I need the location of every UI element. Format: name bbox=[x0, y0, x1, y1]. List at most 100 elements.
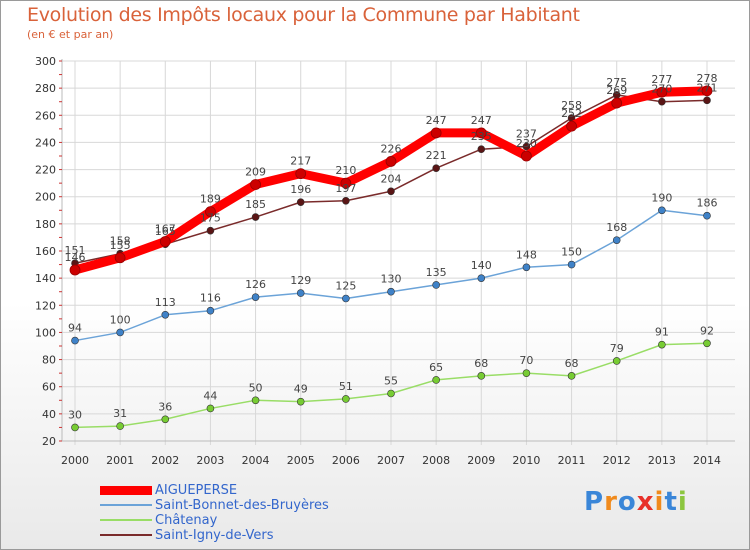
y-tick-label: 60 bbox=[42, 381, 56, 394]
logo-letter: r bbox=[604, 487, 618, 517]
data-point bbox=[703, 339, 711, 348]
y-tick-label: 100 bbox=[35, 326, 56, 339]
data-point bbox=[251, 293, 260, 301]
data-label: 130 bbox=[381, 273, 402, 286]
data-label: 185 bbox=[245, 198, 266, 211]
data-label: 168 bbox=[606, 221, 627, 234]
legend-label-saint-igny: Saint-Igny-de-Vers bbox=[155, 528, 274, 543]
data-label: 50 bbox=[249, 381, 263, 394]
data-label: 55 bbox=[384, 375, 398, 388]
data-point bbox=[296, 397, 305, 406]
data-point bbox=[161, 310, 170, 319]
x-tick-label: 2004 bbox=[242, 454, 270, 467]
data-point bbox=[522, 142, 531, 151]
data-point bbox=[612, 357, 621, 365]
data-point bbox=[522, 263, 531, 272]
data-point bbox=[159, 236, 171, 247]
x-tick-label: 2002 bbox=[151, 454, 179, 467]
y-tick-label: 200 bbox=[35, 191, 56, 204]
data-label: 269 bbox=[606, 84, 627, 97]
data-label: 189 bbox=[200, 193, 221, 206]
data-point bbox=[116, 328, 124, 337]
x-tick-label: 2013 bbox=[648, 454, 676, 467]
legend-swatch-aigueperse bbox=[100, 486, 152, 495]
data-point bbox=[567, 260, 576, 269]
data-point bbox=[658, 97, 666, 106]
data-point bbox=[342, 395, 350, 403]
x-tick-label: 2008 bbox=[422, 454, 450, 467]
data-label: 30 bbox=[68, 408, 82, 421]
data-point bbox=[703, 96, 711, 105]
data-point bbox=[567, 372, 576, 380]
data-point bbox=[342, 294, 350, 303]
legend-label-saint-bonnet: Saint-Bonnet-des-Bruyères bbox=[155, 498, 329, 513]
chart-title: Evolution des Impôts locaux pour la Comm… bbox=[27, 4, 580, 26]
data-label: 217 bbox=[290, 155, 311, 168]
legend-swatch-saint-igny bbox=[100, 534, 152, 536]
logo-letter: P bbox=[584, 487, 605, 517]
y-tick-label: 260 bbox=[35, 109, 56, 122]
x-tick-label: 2006 bbox=[332, 454, 360, 467]
data-label: 158 bbox=[110, 235, 131, 248]
data-label: 113 bbox=[155, 296, 176, 309]
data-label: 125 bbox=[335, 280, 356, 293]
data-point bbox=[566, 120, 577, 132]
logo-letter: i bbox=[654, 487, 665, 517]
data-label: 150 bbox=[561, 246, 582, 259]
data-point bbox=[477, 145, 486, 154]
x-tick-label: 2009 bbox=[467, 454, 495, 467]
data-label: 49 bbox=[294, 383, 308, 396]
data-label: 167 bbox=[155, 223, 176, 236]
data-label: 100 bbox=[110, 313, 131, 326]
y-tick-label: 20 bbox=[42, 435, 56, 448]
logo-letter: i bbox=[677, 487, 688, 517]
data-point bbox=[387, 187, 395, 196]
data-point bbox=[206, 226, 215, 235]
chart-subtitle: (en € et par an) bbox=[27, 28, 114, 41]
data-label: 36 bbox=[158, 400, 172, 413]
x-tick-label: 2000 bbox=[61, 454, 89, 467]
data-label: 258 bbox=[561, 99, 582, 112]
data-point bbox=[161, 415, 170, 424]
data-point bbox=[250, 179, 261, 190]
y-tick-label: 80 bbox=[42, 354, 56, 367]
y-tick-label: 180 bbox=[35, 218, 56, 231]
legend-swatch-chatenay bbox=[100, 519, 152, 521]
data-label: 247 bbox=[471, 114, 492, 127]
logo-letter: x bbox=[636, 487, 655, 517]
x-tick-label: 2011 bbox=[558, 454, 586, 467]
data-point bbox=[205, 206, 216, 218]
data-label: 92 bbox=[700, 324, 714, 337]
data-point bbox=[658, 340, 666, 349]
x-tick-label: 2001 bbox=[106, 454, 134, 467]
y-tick-label: 240 bbox=[35, 136, 56, 149]
y-tick-label: 160 bbox=[35, 245, 56, 258]
data-label: 129 bbox=[290, 274, 311, 287]
data-label: 230 bbox=[516, 137, 537, 150]
data-label: 278 bbox=[697, 72, 718, 85]
y-tick-label: 280 bbox=[35, 82, 56, 95]
x-tick-label: 2014 bbox=[693, 454, 721, 467]
data-label: 51 bbox=[339, 380, 353, 393]
data-point bbox=[387, 287, 395, 296]
data-point bbox=[340, 177, 352, 189]
x-tick-label: 2012 bbox=[603, 454, 631, 467]
legend-swatch-saint-bonnet bbox=[100, 504, 152, 506]
data-label: 210 bbox=[335, 164, 356, 177]
data-label: 116 bbox=[200, 292, 221, 305]
data-point bbox=[206, 306, 215, 315]
x-tick-label: 2010 bbox=[512, 454, 540, 467]
data-point bbox=[521, 150, 532, 162]
data-label: 175 bbox=[200, 212, 221, 225]
data-label: 186 bbox=[697, 197, 718, 210]
y-tick-label: 120 bbox=[35, 299, 56, 312]
data-label: 31 bbox=[113, 407, 127, 420]
data-point bbox=[477, 274, 486, 282]
data-point bbox=[71, 423, 79, 432]
data-point bbox=[703, 211, 711, 220]
data-point bbox=[701, 85, 713, 97]
data-label: 91 bbox=[655, 326, 669, 339]
data-label: 79 bbox=[610, 342, 624, 355]
